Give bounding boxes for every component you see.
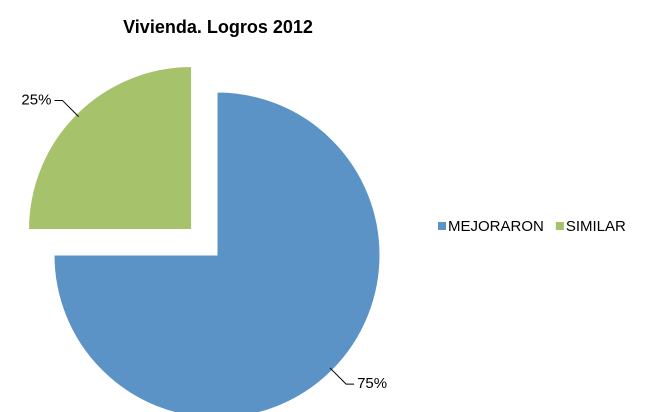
- legend-label: SIMILAR: [566, 218, 626, 235]
- data-label: 75%: [357, 375, 387, 392]
- legend-swatch: [555, 222, 564, 230]
- legend-label: MEJORARON: [448, 218, 544, 235]
- data-label: 25%: [21, 91, 51, 108]
- leader-line: [329, 367, 355, 385]
- leader-line: [54, 99, 79, 117]
- legend-swatch: [438, 222, 446, 230]
- pie-slice: [28, 66, 193, 231]
- chart-title: Vivienda. Logros 2012: [123, 17, 313, 37]
